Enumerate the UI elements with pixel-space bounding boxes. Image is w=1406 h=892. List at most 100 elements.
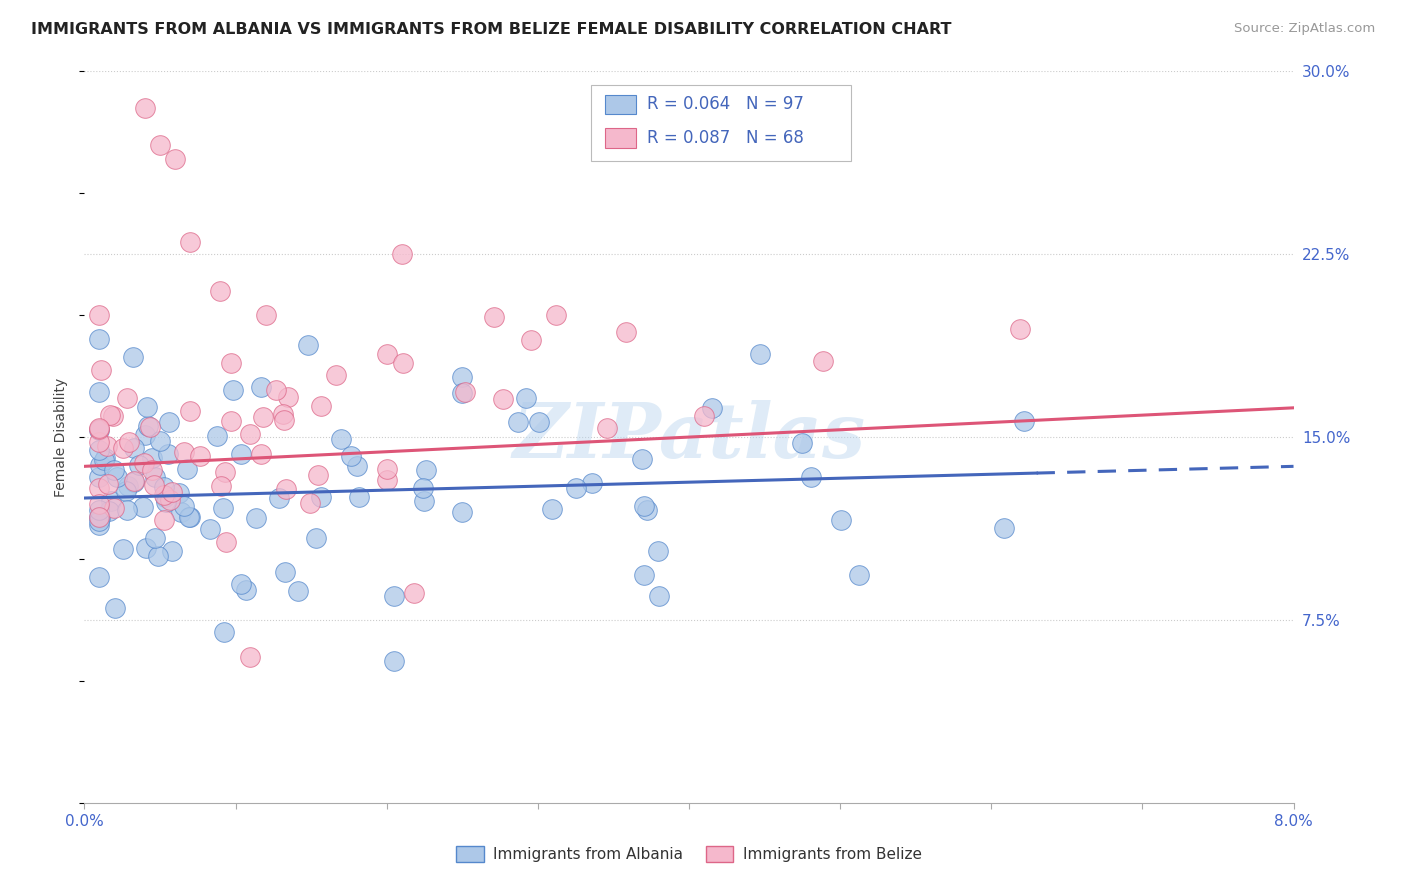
Point: [153, 514, 176, 528]
Point: [103, 500, 125, 515]
Point: [219, 355, 242, 369]
Point: [105, 470, 128, 484]
Point: [122, 441, 145, 455]
Point: [451, 386, 474, 401]
Point: [89, 497, 111, 511]
Point: [115, 503, 138, 517]
Point: [520, 333, 543, 347]
Point: [349, 490, 371, 504]
Point: [98, 504, 121, 518]
Point: [564, 481, 586, 495]
Point: [89, 422, 111, 436]
Point: [124, 475, 146, 489]
Point: [277, 390, 299, 404]
Point: [267, 491, 290, 506]
Point: [89, 308, 111, 322]
Point: [219, 414, 242, 428]
Point: [173, 499, 195, 513]
Point: [101, 409, 124, 423]
Point: [179, 404, 201, 418]
Point: [382, 589, 405, 603]
Point: [94, 450, 117, 465]
Point: [89, 510, 111, 524]
Point: [250, 379, 273, 393]
Point: [304, 531, 326, 545]
Point: [527, 415, 550, 429]
Point: [89, 443, 111, 458]
Text: IMMIGRANTS FROM ALBANIA VS IMMIGRANTS FROM BELIZE FEMALE DISABILITY CORRELATION : IMMIGRANTS FROM ALBANIA VS IMMIGRANTS FR…: [31, 22, 952, 37]
Point: [616, 325, 638, 339]
Point: [135, 541, 157, 555]
Point: [128, 458, 150, 473]
Point: [93, 452, 115, 467]
Point: [484, 310, 506, 324]
Text: Source: ZipAtlas.com: Source: ZipAtlas.com: [1234, 22, 1375, 36]
Point: [149, 137, 172, 152]
Point: [121, 350, 143, 364]
Point: [382, 654, 405, 668]
Point: [412, 481, 434, 495]
Point: [97, 476, 120, 491]
Point: [89, 458, 111, 472]
Point: [89, 570, 111, 584]
Point: [103, 463, 125, 477]
Point: [176, 461, 198, 475]
Point: [100, 494, 122, 508]
Point: [287, 583, 309, 598]
Point: [581, 476, 603, 491]
Point: [222, 383, 245, 397]
Point: [311, 399, 333, 413]
Point: [631, 452, 654, 467]
Point: [415, 463, 437, 477]
Point: [252, 410, 274, 425]
Point: [749, 347, 772, 361]
Point: [1008, 322, 1031, 336]
Point: [254, 308, 277, 322]
Point: [250, 446, 273, 460]
Point: [170, 505, 193, 519]
Point: [104, 600, 127, 615]
Point: [235, 583, 257, 598]
Point: [89, 384, 111, 399]
Point: [848, 568, 870, 582]
Point: [143, 470, 166, 484]
Point: [309, 490, 332, 504]
Point: [149, 434, 172, 448]
Point: [179, 509, 201, 524]
Text: ZIPatlas: ZIPatlas: [512, 401, 866, 474]
Point: [271, 408, 294, 422]
Point: [143, 478, 166, 492]
Point: [633, 568, 655, 582]
Point: [231, 577, 253, 591]
Point: [392, 356, 415, 370]
Point: [153, 491, 176, 505]
Point: [595, 421, 617, 435]
Text: R = 0.087   N = 68: R = 0.087 N = 68: [647, 129, 804, 147]
Point: [209, 479, 232, 493]
Point: [198, 522, 221, 536]
Point: [375, 347, 398, 361]
Point: [89, 510, 111, 524]
Point: [118, 435, 141, 450]
Point: [139, 419, 162, 434]
Point: [245, 510, 267, 524]
Point: [209, 284, 232, 298]
Point: [492, 392, 515, 406]
Point: [546, 308, 568, 322]
Point: [238, 427, 260, 442]
Point: [325, 368, 347, 383]
Point: [89, 421, 111, 435]
Point: [122, 475, 145, 489]
Point: [153, 487, 176, 501]
Point: [454, 384, 477, 399]
Point: [212, 501, 235, 516]
Point: [167, 486, 190, 500]
Point: [188, 449, 211, 463]
Point: [800, 470, 823, 484]
Point: [132, 457, 155, 471]
Point: [811, 354, 834, 368]
Point: [1014, 414, 1036, 428]
Point: [636, 503, 658, 517]
Point: [134, 428, 156, 442]
Point: [89, 514, 111, 528]
